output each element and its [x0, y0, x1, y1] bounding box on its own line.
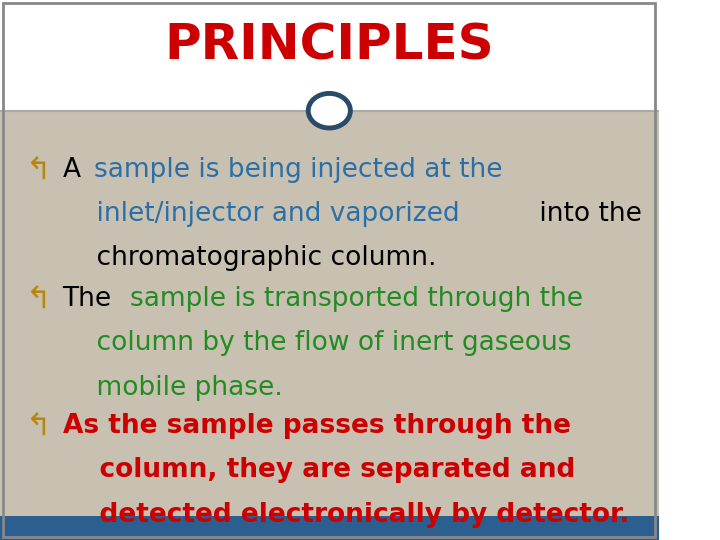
Text: into the: into the [531, 201, 642, 227]
FancyBboxPatch shape [0, 516, 659, 540]
Text: As the sample passes through the: As the sample passes through the [63, 413, 570, 439]
Text: column, they are separated and: column, they are separated and [63, 457, 575, 483]
Text: ↰: ↰ [27, 286, 52, 315]
Text: PRINCIPLES: PRINCIPLES [164, 22, 494, 70]
Text: sample is being injected at the: sample is being injected at the [94, 157, 502, 183]
Text: ↰: ↰ [27, 157, 52, 186]
Text: column by the flow of inert gaseous: column by the flow of inert gaseous [63, 330, 571, 356]
Text: detected electronically by detector.: detected electronically by detector. [63, 502, 629, 528]
Text: A: A [63, 157, 89, 183]
Text: inlet/injector and vaporized: inlet/injector and vaporized [63, 201, 459, 227]
Text: chromatographic column.: chromatographic column. [63, 245, 436, 271]
Text: mobile phase.: mobile phase. [63, 375, 282, 401]
FancyBboxPatch shape [0, 0, 659, 111]
Text: sample is transported through the: sample is transported through the [130, 286, 583, 312]
Text: ↰: ↰ [27, 413, 52, 442]
FancyBboxPatch shape [0, 111, 659, 516]
Text: The: The [63, 286, 120, 312]
Circle shape [308, 93, 351, 128]
